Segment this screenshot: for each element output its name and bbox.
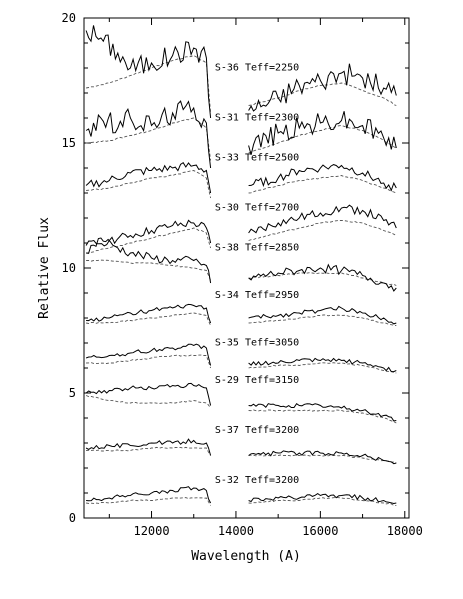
observed-spectrum-line bbox=[86, 237, 397, 292]
spectrum-label: S-34 Teff=2950 bbox=[215, 290, 299, 301]
x-tick-label: 14000 bbox=[218, 524, 254, 538]
model-spectrum-line bbox=[86, 354, 397, 374]
spectrum-label: S-37 Teff=3200 bbox=[215, 425, 299, 436]
x-tick-label: 12000 bbox=[133, 524, 169, 538]
spectrum-label: S-32 Teff=3200 bbox=[215, 475, 299, 486]
observed-spectrum-line bbox=[86, 303, 397, 325]
model-spectrum-line bbox=[85, 395, 397, 424]
y-tick-label: 0 bbox=[69, 511, 76, 525]
observed-spectrum-line bbox=[85, 438, 397, 465]
y-tick-label: 15 bbox=[62, 136, 76, 150]
y-tick-label: 10 bbox=[62, 261, 76, 275]
observed-spectrum-line bbox=[85, 100, 397, 169]
observed-spectrum-line bbox=[85, 204, 397, 247]
y-tick-label: 5 bbox=[69, 386, 76, 400]
spectrum-label: S-29 Teff=3150 bbox=[215, 375, 299, 386]
model-spectrum-line bbox=[86, 496, 397, 506]
series-group bbox=[85, 25, 397, 506]
spectrum-label: S-31 Teff=2300 bbox=[215, 113, 299, 124]
x-tick-label: 16000 bbox=[302, 524, 338, 538]
spectrum-label: S-30 Teff=2700 bbox=[215, 203, 299, 214]
model-spectrum-line bbox=[86, 170, 397, 199]
spectrum-label: S-33 Teff=2500 bbox=[215, 153, 299, 164]
x-tick-label: 18000 bbox=[387, 524, 423, 538]
observed-spectrum-line bbox=[85, 162, 397, 194]
axis-ticks: 12000 14000 16000 18000 0 5 10 15 20 bbox=[62, 11, 423, 538]
model-spectrum-line bbox=[86, 259, 397, 286]
model-spectrum-line bbox=[86, 117, 397, 161]
plot-frame bbox=[83, 17, 410, 519]
y-tick-label: 20 bbox=[62, 11, 76, 25]
spectrum-label: S-35 Teff=3050 bbox=[215, 338, 299, 349]
y-axis-label: Relative Flux bbox=[37, 217, 52, 319]
observed-spectrum-line bbox=[85, 382, 397, 422]
observed-spectrum-line bbox=[85, 25, 397, 119]
model-spectrum-line bbox=[86, 312, 397, 326]
x-axis-label: Wavelength (A) bbox=[191, 549, 301, 564]
observed-spectrum-line bbox=[86, 486, 397, 505]
spectrum-label: S-38 Teff=2850 bbox=[215, 243, 299, 254]
model-spectrum-line bbox=[86, 446, 397, 464]
plot-area bbox=[83, 17, 410, 519]
observed-spectrum-line bbox=[85, 343, 397, 373]
model-spectrum-line bbox=[86, 220, 397, 254]
spectrum-label: S-36 Teff=2250 bbox=[215, 63, 299, 74]
spectrum-labels: S-36 Teff=2250 S-31 Teff=2300 S-33 Teff=25… bbox=[215, 63, 299, 487]
